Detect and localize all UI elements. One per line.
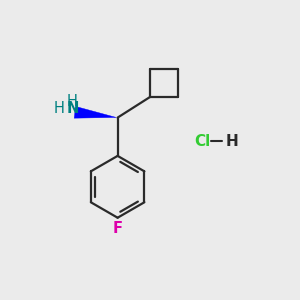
Text: Cl: Cl (194, 134, 210, 149)
Text: H: H (67, 94, 78, 109)
Text: F: F (112, 220, 123, 236)
Polygon shape (74, 106, 116, 118)
Text: H: H (226, 134, 238, 149)
Text: N: N (66, 101, 79, 116)
Text: H: H (53, 101, 64, 116)
